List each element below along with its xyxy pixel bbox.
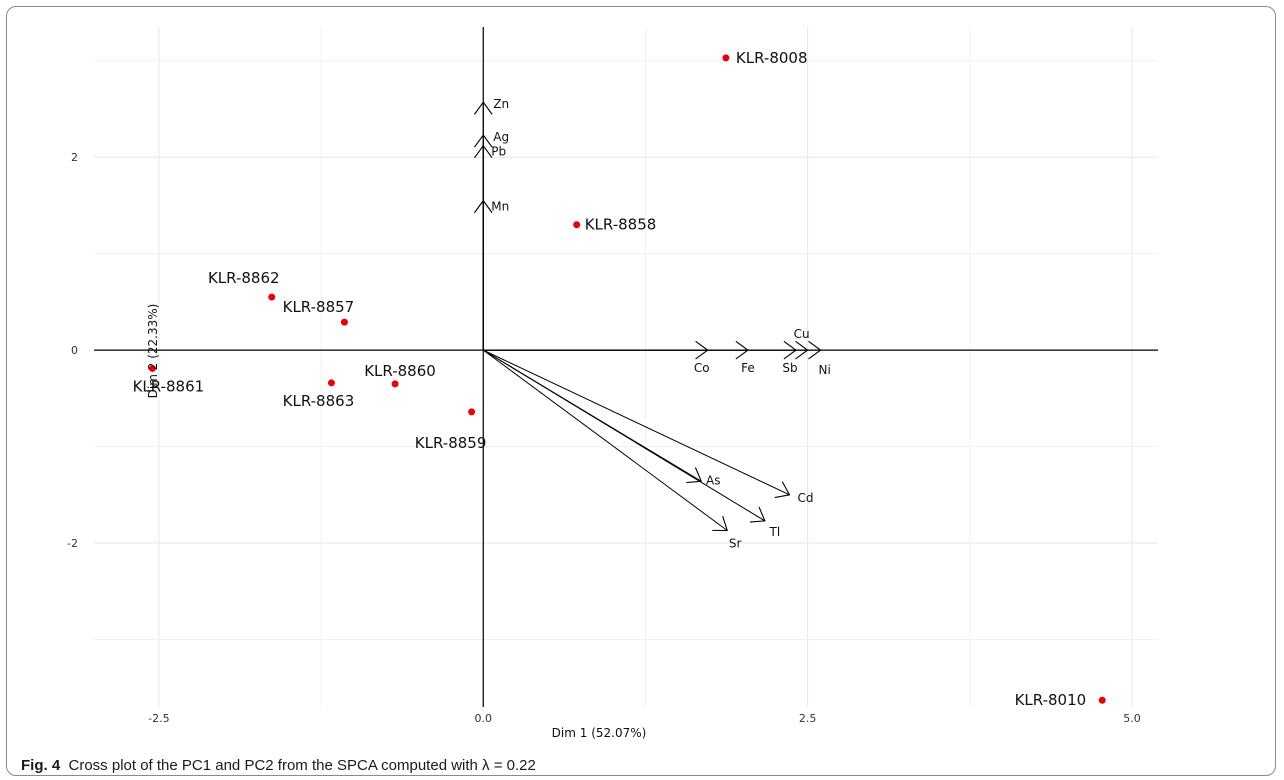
observation-klr-8859: KLR-8859 xyxy=(415,408,487,452)
variable-label: Zn xyxy=(493,97,509,111)
arrow-head xyxy=(712,516,728,532)
variable-arrow-tl: Tl xyxy=(483,349,781,539)
point-marker xyxy=(268,293,276,301)
variable-label: Ni xyxy=(818,363,830,377)
variable-label: As xyxy=(706,473,720,487)
axes xyxy=(94,27,1158,707)
arrow-shaft xyxy=(483,349,790,496)
observation-klr-8857: KLR-8857 xyxy=(283,298,355,326)
variable-label: Co xyxy=(694,361,710,375)
point-marker xyxy=(722,54,730,62)
arrow-head xyxy=(474,199,493,214)
variable-arrow-fe: Fe xyxy=(483,340,755,375)
point-label: KLR-8862 xyxy=(208,269,280,287)
y-tick-label: -2 xyxy=(67,537,78,550)
variable-arrow-ag: Ag xyxy=(474,130,509,351)
variable-label: Mn xyxy=(491,200,509,214)
x-tick-label: -2.5 xyxy=(148,712,169,725)
point-label: KLR-8008 xyxy=(736,49,808,67)
y-axis-title: Dim 2 (22.33%) xyxy=(146,304,160,399)
observation-klr-8858: KLR-8858 xyxy=(573,216,656,234)
variable-label: Fe xyxy=(741,361,755,375)
arrow-shaft xyxy=(483,349,766,522)
variable-label: Tl xyxy=(769,525,781,539)
arrow-head xyxy=(686,467,703,484)
variable-arrow-ni: Ni xyxy=(483,340,831,377)
variable-label: Cu xyxy=(794,327,810,341)
variable-label: Sb xyxy=(782,361,797,375)
variable-label: Pb xyxy=(491,145,506,159)
arrow-head xyxy=(774,481,791,499)
x-tick-label: 5.0 xyxy=(1123,712,1141,725)
variable-label: Cd xyxy=(797,491,813,505)
point-marker xyxy=(391,380,399,388)
point-label: KLR-8863 xyxy=(283,392,355,410)
observation-klr-8010: KLR-8010 xyxy=(1015,691,1106,709)
observation-klr-8008: KLR-8008 xyxy=(722,49,808,67)
variable-arrow-pb: Pb xyxy=(474,144,506,351)
figure-caption: Fig. 4 Cross plot of the PC1 and PC2 fro… xyxy=(21,757,536,774)
variable-label: Ag xyxy=(493,130,509,144)
point-label: KLR-8860 xyxy=(364,362,436,380)
caption-label: Fig. 4 xyxy=(21,757,61,774)
point-marker xyxy=(573,221,581,229)
point-label: KLR-8010 xyxy=(1015,691,1087,709)
observation-klr-8860: KLR-8860 xyxy=(364,362,436,388)
point-label: KLR-8861 xyxy=(133,377,205,395)
y-tick-label: 2 xyxy=(71,151,78,164)
variable-arrow-cu: Cu xyxy=(483,327,810,360)
observation-klr-8863: KLR-8863 xyxy=(283,379,355,410)
variable-arrow-mn: Mn xyxy=(474,200,509,351)
variable-arrow-as: As xyxy=(483,349,720,487)
point-label: KLR-8859 xyxy=(415,434,487,452)
x-tick-label: 0.0 xyxy=(475,712,493,725)
arrow-head xyxy=(808,340,822,360)
point-marker xyxy=(327,379,335,387)
arrow-shaft xyxy=(482,349,728,531)
point-label: KLR-8857 xyxy=(283,298,355,316)
arrow-head xyxy=(474,144,493,159)
arrow-head xyxy=(474,101,493,115)
arrow-head xyxy=(749,506,766,523)
variable-arrow-cd: Cd xyxy=(483,349,813,505)
observation-klr-8862: KLR-8862 xyxy=(208,269,280,301)
point-label: KLR-8858 xyxy=(585,216,657,234)
y-tick-label: 0 xyxy=(71,344,78,357)
grid-lines xyxy=(94,27,1158,707)
variable-arrow-sr: Sr xyxy=(482,349,742,550)
point-marker xyxy=(148,364,156,372)
caption-text: Cross plot of the PC1 and PC2 from the S… xyxy=(68,757,536,774)
arrow-head xyxy=(474,134,493,148)
variable-label: Sr xyxy=(729,536,742,550)
observation-klr-8861: KLR-8861 xyxy=(133,364,205,395)
point-marker xyxy=(1098,696,1106,704)
point-marker xyxy=(468,408,476,416)
figure-frame: -2.5 0.0 2.5 5.0 -2 0 2 Zn Ag Pb Mn Co Fe Sb Cu Ni As Cd… xyxy=(6,6,1276,776)
point-marker xyxy=(340,318,348,326)
x-axis-title: Dim 1 (52.07%) xyxy=(552,726,647,740)
x-tick-label: 2.5 xyxy=(799,712,817,725)
tick-labels: -2.5 0.0 2.5 5.0 -2 0 2 xyxy=(67,151,1141,725)
